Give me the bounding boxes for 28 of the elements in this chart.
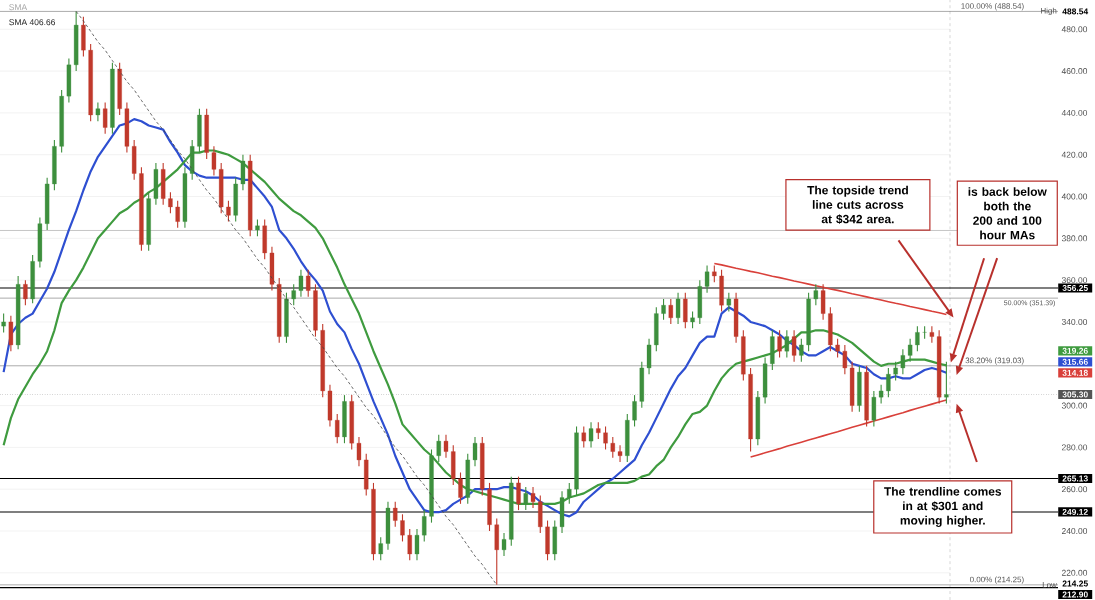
annotation: SMA 406.66: [9, 19, 56, 26]
y-tick-label: 300.00: [1061, 402, 1088, 409]
text: is back below both the 200 and 100 hour MAs: [968, 187, 1047, 240]
y-tick-label: 440.00: [1061, 109, 1088, 116]
ref-line-label: 265.13: [1062, 475, 1088, 482]
y-tick-label: 400.00: [1061, 193, 1088, 200]
text: 319.26: [1062, 347, 1088, 354]
y-tick-label: 480.00: [1061, 26, 1088, 33]
y-tick-label: 240.00: [1061, 528, 1088, 534]
y-tick-label: 380.00: [1061, 235, 1088, 242]
y-tick-label: 460.00: [1061, 68, 1088, 75]
text: 314.18: [1062, 369, 1088, 376]
annotation: SMA: [9, 4, 28, 11]
annotation: The topside trend line cuts across at $342 area.: [807, 185, 908, 225]
y-tick-label: 220.00: [1061, 569, 1088, 576]
y-tick-label: 260.00: [1061, 486, 1088, 493]
y-tick-label: 360.00: [1061, 277, 1088, 284]
y-tick-label: 340.00: [1061, 318, 1088, 325]
text: 488.54: [1062, 8, 1089, 15]
ref-line-label: 305.30: [1062, 391, 1088, 398]
text: 214.25: [1062, 580, 1088, 587]
ref-line-label: 356.25: [1062, 284, 1088, 291]
y-tick-label: 280.00: [1061, 444, 1088, 451]
text: 315.66: [1062, 358, 1088, 365]
annotation: The trendline comes in at $301 and moving higher.: [884, 486, 1002, 528]
ref-line-label: 212.90: [1062, 591, 1088, 598]
y-tick-label: 420.00: [1061, 151, 1088, 158]
ref-line-label: 249.12: [1062, 508, 1088, 515]
